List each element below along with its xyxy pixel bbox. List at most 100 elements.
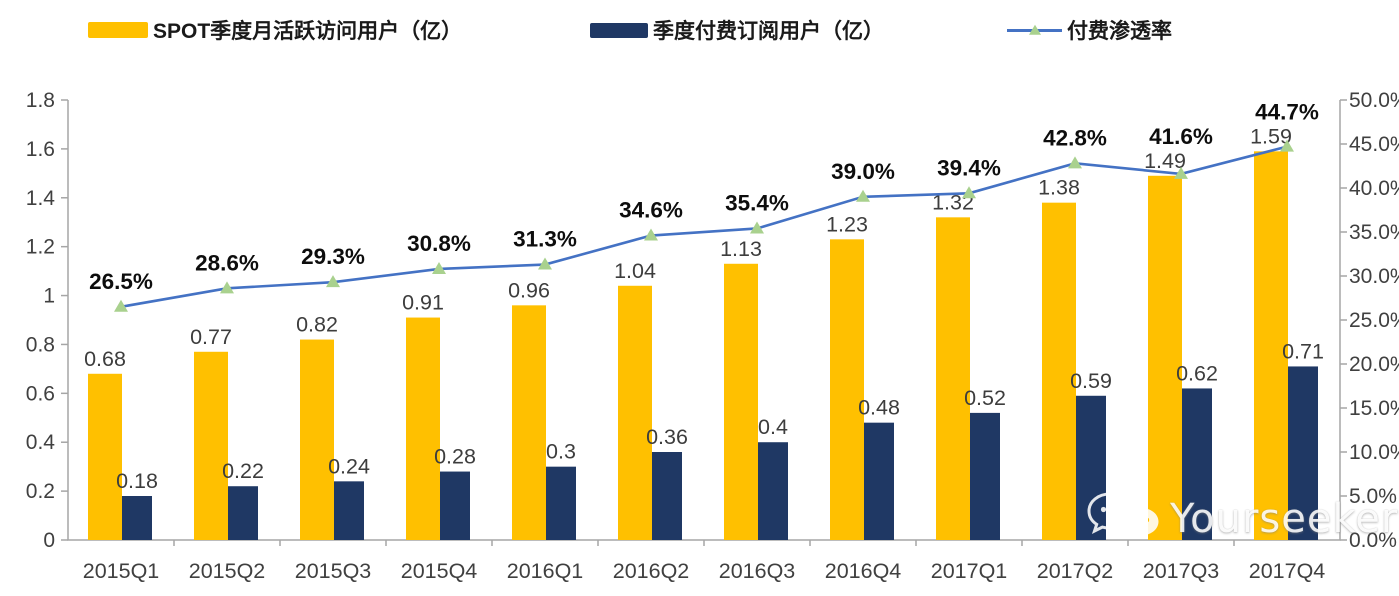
legend-label-subs: 季度付费订阅用户（亿） [653,20,884,43]
left-axis-label: 1.6 [26,138,55,161]
penetration-label: 41.6% [1149,124,1213,149]
subs-bar-label: 0.62 [1176,361,1218,385]
right-axis-label: 30.0% [1349,265,1399,288]
mau-swatch-icon [88,22,148,38]
x-axis-label: 2015Q2 [189,559,266,583]
legend-label-mau: SPOT季度月活跃访问用户（亿） [153,20,463,43]
x-axis-label: 2016Q1 [507,559,584,583]
left-axis-label: 1.2 [26,236,55,259]
x-axis-label: 2015Q3 [295,559,372,583]
mau-bar [88,373,122,540]
mau-bar-label: 1.38 [1038,176,1080,200]
penetration-label: 28.6% [195,250,259,275]
left-axis-label: 1.8 [26,89,55,112]
legend-item-penetration: 付费渗透率 [1007,14,1172,46]
right-axis-label: 5.0% [1349,485,1397,508]
mau-bar-label: 0.96 [508,278,550,302]
penetration-label: 44.7% [1255,99,1319,124]
mau-bar [194,351,228,540]
penetration-label: 39.0% [831,159,895,184]
line-point-marker [326,275,340,288]
subs-bar [1076,395,1106,540]
mau-bar-label: 1.13 [720,237,762,261]
left-axis-label: 1 [43,285,55,308]
subs-bar-label: 0.24 [328,454,370,478]
subs-bar-label: 0.28 [434,445,476,469]
penetration-line [120,145,1288,309]
right-axis-label: 10.0% [1349,441,1399,464]
right-axis-label: 50.0% [1349,89,1399,112]
subs-bar-label: 0.48 [858,396,900,420]
mau-bar-label: 1.49 [1144,149,1186,173]
subs-bar [334,481,364,540]
subs-bar-label: 0.36 [646,425,688,449]
left-axis-label: 1.4 [26,187,56,210]
line-point-marker [750,221,764,234]
subs-bar [228,486,258,540]
x-axis-label: 2017Q1 [931,559,1008,583]
subs-bar-label: 0.59 [1070,369,1112,393]
mau-bar [406,317,440,540]
left-axis-label: 0 [43,529,55,552]
mau-bar-label: 1.23 [826,212,868,236]
penetration-label: 39.4% [937,155,1001,180]
subs-swatch-icon [590,22,648,38]
line-point-marker [1280,139,1294,152]
subs-bar [440,471,470,540]
mau-bar [1042,202,1076,540]
legend-item-mau: SPOT季度月活跃访问用户（亿） [88,14,462,46]
x-axis-label: 2015Q4 [401,559,478,583]
penetration-label: 34.6% [619,198,683,223]
subs-bar-label: 0.4 [758,415,788,439]
x-axis-label: 2015Q1 [83,559,160,583]
mau-bar [724,263,758,540]
right-axis-label: 45.0% [1349,133,1399,156]
line-point-marker [962,186,976,199]
subs-bar [864,422,894,540]
x-axis-label: 2017Q2 [1037,559,1114,583]
mau-bar-label: 0.91 [402,291,444,315]
line-point-marker [1174,166,1188,179]
right-axis-label: 0.0% [1349,529,1397,552]
mau-bar-label: 0.68 [84,347,126,371]
mau-bar-label: 0.77 [190,325,232,349]
right-axis-label: 35.0% [1349,221,1399,244]
mau-bar-label: 0.82 [296,313,338,337]
left-axis-label: 0.4 [26,431,56,454]
line-point-marker [1068,156,1082,169]
x-axis-label: 2017Q4 [1249,559,1326,583]
penetration-label: 35.4% [725,190,789,215]
subs-bar-label: 0.52 [964,386,1006,410]
mau-bar [936,217,970,541]
mau-bar [300,339,334,540]
x-axis-label: 2016Q2 [613,559,690,583]
subs-bar [1182,388,1212,540]
left-axis-label: 0.8 [26,333,55,356]
left-axis-label: 0.6 [26,382,55,405]
x-axis-label: 2017Q3 [1143,559,1220,583]
subs-bar-label: 0.18 [116,469,158,493]
x-axis-label: 2016Q4 [825,559,902,583]
left-axis-label: 0.2 [26,480,55,503]
line-point-marker [538,257,552,270]
mau-bar [1148,175,1182,540]
penetration-label: 31.3% [513,227,577,252]
mau-bar [512,305,546,540]
subs-bar [970,412,1000,540]
legend-item-subs: 季度付费订阅用户（亿） [590,14,884,46]
legend-label-penetration: 付费渗透率 [1067,20,1172,43]
right-axis-label: 25.0% [1349,309,1399,332]
mau-bar [1254,151,1288,541]
subs-bar-label: 0.3 [546,440,576,464]
penetration-label: 29.3% [301,244,365,269]
subs-bar [1288,366,1318,540]
right-axis-label: 15.0% [1349,397,1399,420]
subs-bar-label: 0.71 [1282,339,1324,363]
subs-bar [758,442,788,540]
line-point-marker [856,189,870,202]
line-point-marker [220,281,234,294]
subs-bar-label: 0.22 [222,459,264,483]
subs-bar [546,466,576,540]
